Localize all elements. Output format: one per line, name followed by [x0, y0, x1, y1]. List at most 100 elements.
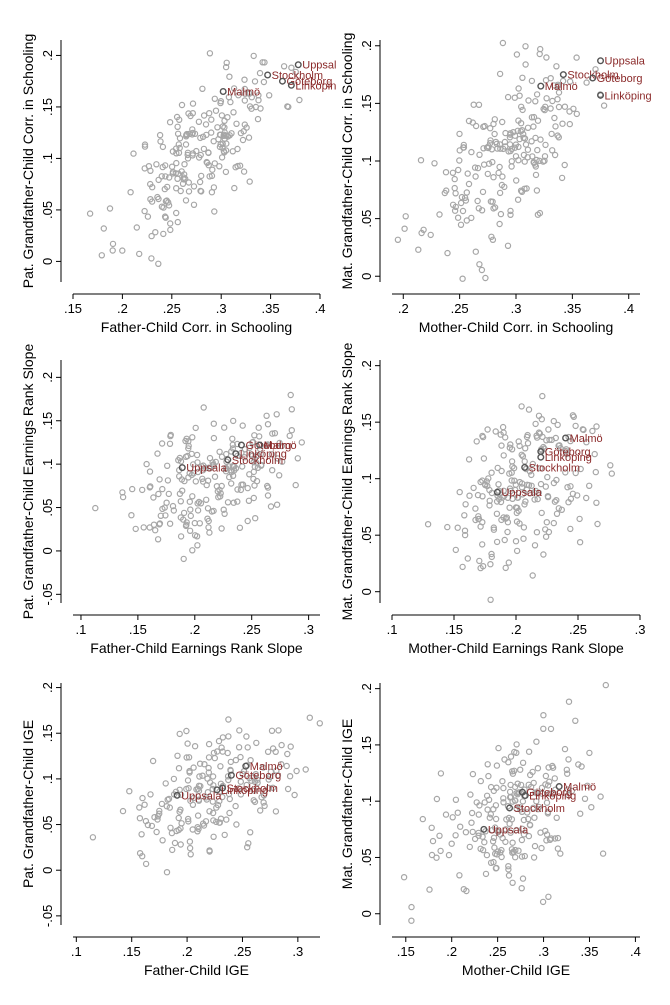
data-point — [493, 498, 501, 505]
data-point — [159, 837, 166, 844]
data-point — [528, 482, 535, 489]
data-point — [184, 777, 192, 784]
data-point — [172, 209, 180, 217]
data-point — [211, 95, 218, 103]
data-point — [509, 495, 516, 502]
data-point — [251, 78, 259, 85]
data-point — [489, 198, 496, 205]
data-point — [515, 438, 522, 445]
data-point — [159, 505, 166, 513]
data-point — [468, 214, 475, 222]
data-point — [496, 189, 504, 197]
data-point — [433, 854, 440, 861]
x-tick-label: .25 — [451, 301, 469, 316]
data-point — [524, 124, 532, 132]
data-point — [461, 527, 469, 534]
data-point — [294, 455, 301, 462]
data-point — [534, 765, 542, 772]
data-point — [529, 572, 536, 579]
city-label: Uppsala — [488, 824, 529, 836]
data-point — [454, 809, 461, 816]
data-point — [185, 179, 192, 186]
scatter-panel-mat-ige: .15 .2 .25 .3 .35 .4 0 .05 .1 .15 .2 Mother-Child I… — [339, 681, 641, 978]
y-axis-title: Mat. Grandfather-Child Earnings Rank Slo… — [339, 342, 355, 620]
data-point — [183, 131, 190, 139]
data-point — [170, 507, 177, 514]
data-point — [252, 771, 259, 778]
data-point — [210, 462, 217, 469]
data-point — [552, 434, 560, 442]
data-point — [286, 432, 293, 439]
data-point — [470, 484, 477, 492]
data-point — [263, 441, 270, 449]
data-point — [543, 54, 550, 61]
data-point — [130, 150, 137, 157]
data-point — [243, 781, 250, 789]
data-point — [287, 743, 294, 750]
data-point — [538, 509, 545, 517]
data-point — [444, 249, 451, 257]
data-point — [499, 173, 506, 180]
data-point — [512, 846, 519, 854]
data-point — [576, 539, 584, 546]
data-point — [239, 422, 246, 429]
data-point — [142, 860, 150, 868]
data-point — [420, 226, 427, 233]
data-point — [495, 169, 502, 177]
data-point — [194, 542, 201, 549]
y-tick-label: .05 — [359, 526, 374, 544]
x-axis-title: Mother-Child Earnings Rank Slope — [408, 640, 624, 656]
data-point — [454, 214, 462, 221]
x-tick-label: .4 — [315, 301, 326, 316]
data-point — [564, 770, 571, 777]
data-point — [203, 131, 210, 139]
data-point — [607, 462, 614, 469]
data-point — [504, 528, 511, 536]
data-point — [237, 753, 244, 761]
data-point — [220, 131, 228, 138]
data-point — [267, 503, 275, 510]
city-point — [237, 441, 245, 449]
data-point — [174, 130, 182, 137]
data-point — [136, 804, 143, 811]
data-point — [517, 128, 525, 135]
data-point — [264, 421, 272, 428]
data-point — [465, 456, 473, 463]
data-point — [202, 794, 210, 801]
data-point — [540, 551, 547, 558]
data-point — [154, 536, 162, 543]
data-point — [531, 814, 538, 821]
data-point — [431, 160, 438, 167]
data-point — [495, 481, 502, 488]
data-point — [472, 173, 479, 180]
city-label: Stockholm — [227, 783, 278, 795]
data-point — [228, 468, 235, 476]
data-point — [559, 120, 566, 127]
data-point — [544, 473, 551, 481]
scatter-points — [92, 391, 305, 563]
data-point — [235, 91, 242, 99]
data-point — [547, 105, 554, 112]
data-point — [452, 832, 459, 839]
data-point — [475, 513, 482, 520]
data-point — [306, 714, 313, 721]
data-point — [511, 783, 519, 791]
data-point — [555, 134, 563, 141]
data-point — [246, 444, 253, 452]
data-point — [169, 170, 176, 177]
data-point — [186, 844, 194, 852]
data-point — [205, 764, 212, 772]
data-point — [141, 165, 148, 172]
data-point — [542, 533, 550, 540]
data-point — [284, 785, 292, 793]
x-tick-label: .25 — [233, 944, 251, 959]
data-point — [500, 452, 507, 459]
data-point — [275, 727, 282, 734]
data-point — [153, 828, 160, 836]
data-point — [158, 800, 166, 808]
data-point — [515, 847, 522, 854]
data-point — [492, 865, 500, 872]
data-point — [401, 225, 408, 232]
data-point — [133, 224, 140, 231]
data-point — [488, 146, 496, 153]
